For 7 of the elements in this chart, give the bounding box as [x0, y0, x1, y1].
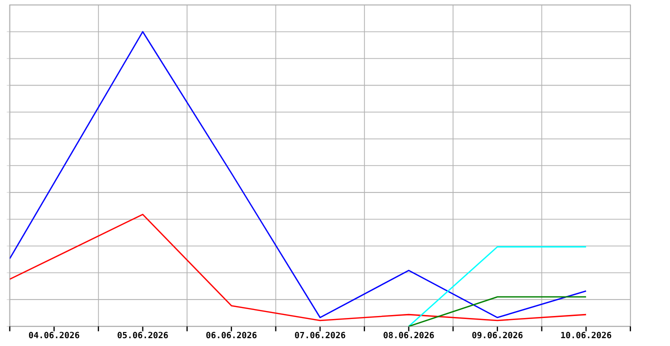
- x-tick-label: 10.06.2026: [561, 332, 612, 338]
- x-tick-label: 07.06.2026: [294, 332, 346, 338]
- x-tick-label: 06.06.2026: [206, 332, 257, 338]
- x-tick-label: 04.06.2026: [28, 332, 80, 338]
- x-tick-label: 09.06.2026: [472, 332, 523, 338]
- x-tick-label: 05.06.2026: [118, 332, 168, 338]
- x-tick-label: 08.06.2026: [384, 332, 434, 338]
